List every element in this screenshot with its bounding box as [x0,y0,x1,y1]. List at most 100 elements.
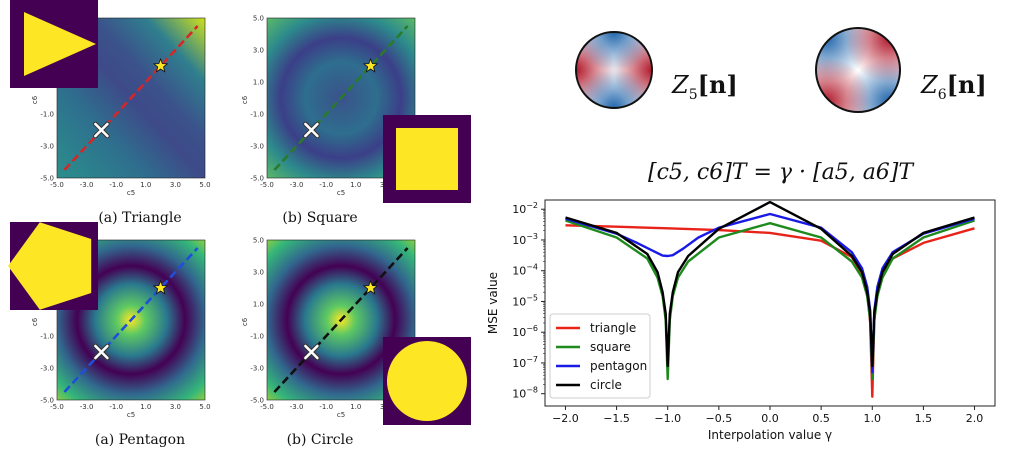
x-axis-label: c5 [127,411,135,419]
y-tick-label: -5.0 [250,397,264,405]
series-group [565,200,975,398]
cross-marker [93,121,110,139]
star-marker [362,279,379,295]
y-axis-label: c6 [241,95,249,104]
inset-square [383,115,471,203]
x-tick-label: 3.0 [170,403,181,411]
y-tick-label: 10−8 [512,386,538,401]
panel-frame-circle [266,239,416,401]
x-tick-label: -3.0 [290,403,304,411]
pentagon-shape [8,222,92,310]
zernike-z6-disc [815,27,901,113]
cross-marker [93,343,110,361]
y-tick-label: -1.0 [250,111,264,119]
x-tick-label: -3.0 [80,181,94,189]
y-tick-label: 1.0 [253,79,264,87]
x-tick-label: -5.0 [50,403,64,411]
y-tick-label: -1.0 [250,333,264,341]
x-tick-label: 5.0 [199,181,210,189]
x-tick-label: 1.0 [140,403,151,411]
mse-line-chart: −2.0 −1.5 −1.0 −0.5 0.0 0.5 1.0 1.5 2.0 10−8 10−7 1… [486,199,996,442]
zernike-z5-disc [575,31,653,109]
x-tick-label: -5.0 [50,181,64,189]
x-tick-label: 1.0 [350,403,361,411]
x-tick-label: 1.0 [140,181,151,189]
x-tick-label: −1.0 [654,412,681,425]
x-axis-label: c5 [337,189,345,197]
y-axis-label: c6 [31,95,39,104]
circle-shape [387,341,467,421]
z6-label: Z6[n] [921,70,987,103]
x-tick-label: 2.0 [966,412,984,425]
caption-triangle: (a) Triangle [98,210,182,226]
x-tick-label: -3.0 [80,403,94,411]
y-tick-label: -1.0 [40,333,54,341]
panel-frame-triangle [56,17,206,179]
legend-box [549,313,651,399]
y-tick-label: 10−7 [512,355,538,370]
inset-pentagon [8,222,98,310]
series-line-circle [565,200,975,368]
square-shape [396,128,458,190]
star-marker [152,57,169,73]
caption-circle: (b) Circle [286,432,354,448]
x-tick-label: -3.0 [290,181,304,189]
interpolation-line [273,247,409,393]
z5-label: Z5[n] [672,70,738,103]
x-tick-label: -1.0 [109,403,123,411]
y-tick-label: 3.0 [253,269,264,277]
caption-pentagon: (a) Pentagon [94,432,186,448]
y-tick-label: 10−2 [512,201,538,216]
y-tick-label: 1.0 [253,301,264,309]
triangle-shape [24,12,96,76]
legend-label-triangle: triangle [590,321,636,335]
y-tick-label: -5.0 [40,397,54,405]
x-tick-label: -5.0 [260,403,274,411]
y-tick-label: 10−5 [512,293,538,308]
caption-square: (b) Square [282,210,358,226]
interpolation-line [273,25,409,171]
x-tick-label: 1.0 [350,181,361,189]
x-axis-label: c5 [337,411,345,419]
interpolation-equation: [c5, c6]T = γ · [a5, a6]T [648,160,914,185]
x-tick-label: −2.0 [552,412,579,425]
y-tick-label: 10−4 [512,263,538,278]
panel-frame-square [266,17,416,179]
y-tick-label: -3.0 [250,365,264,373]
x-tick-label: 3.0 [170,181,181,189]
star-marker [362,57,379,73]
star-marker [152,279,169,295]
x-axis-label: Interpolation value γ [708,428,832,442]
x-tick-label: -1.0 [319,181,333,189]
x-tick-label: 0.0 [761,412,779,425]
y-tick-label: -5.0 [250,175,264,183]
y-axis-label: c6 [241,317,249,326]
x-tick-label: −1.5 [603,412,630,425]
cross-marker [303,343,320,361]
landscape-panels: -5.0-5.0-3.0-3.0-1.0-1.01.01.03.03.05.05… [8,0,471,425]
inset-circle [383,337,471,425]
y-axis-label: MSE value [486,272,500,334]
x-tick-label: -1.0 [109,181,123,189]
x-tick-label: 1.5 [915,412,933,425]
legend: triangle square pentagon circle [549,313,651,399]
y-tick-label: 10−3 [512,232,538,247]
y-tick-label: 3.0 [253,47,264,55]
y-tick-label: 10−6 [512,324,538,339]
y-tick-label: -3.0 [40,365,54,373]
cross-marker [303,121,320,139]
inset-triangle [10,0,98,88]
y-tick-label: -5.0 [40,175,54,183]
legend-label-pentagon: pentagon [590,359,647,373]
x-axis-label: c5 [127,189,135,197]
panel-frame-pentagon [56,239,206,401]
x-tick-label: 5.0 [199,403,210,411]
x-tick-label: 1.0 [864,412,882,425]
interpolation-line [63,247,199,393]
x-tick-label: 0.5 [812,412,830,425]
y-tick-label: -1.0 [40,111,54,119]
y-axis-label: c6 [31,317,39,326]
y-tick-label: -3.0 [250,143,264,151]
y-tick-label: 5.0 [253,15,264,23]
